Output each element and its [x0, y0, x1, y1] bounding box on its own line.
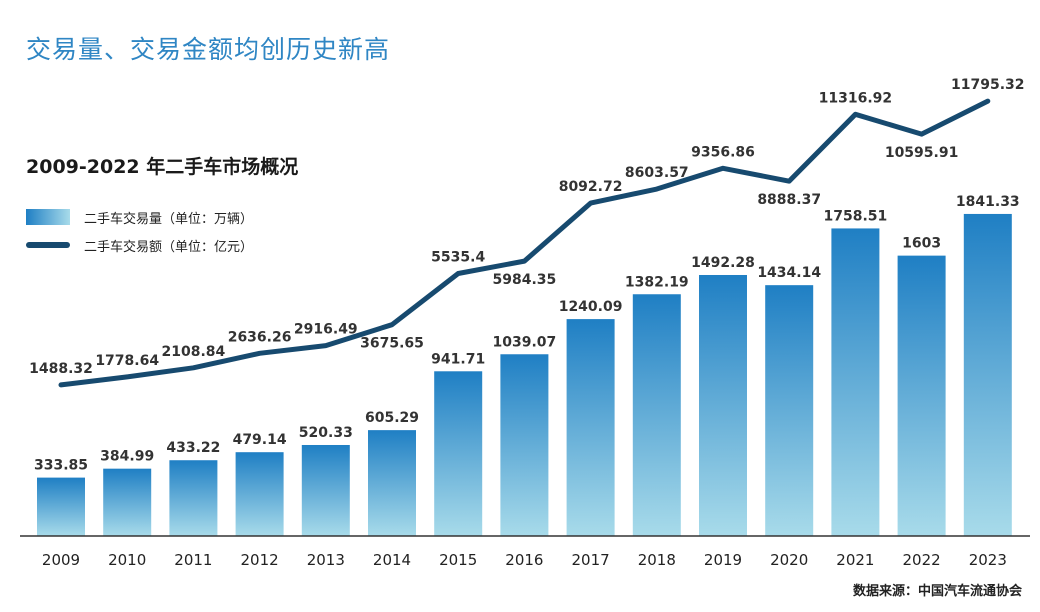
legend-item-volume: 二手车交易量（单位：万辆） — [26, 206, 253, 228]
amount-line — [58, 98, 991, 388]
x-tick-2021: 2021 — [836, 551, 874, 569]
bar-label-2019: 1492.28 — [691, 255, 755, 271]
line-label-2018: 8603.57 — [625, 165, 689, 181]
bar-label-2020: 1434.14 — [757, 265, 821, 281]
bar-label-2013: 520.33 — [299, 425, 353, 441]
bar-2013 — [301, 444, 350, 536]
x-tick-2017: 2017 — [572, 551, 610, 569]
line-label-2016: 5984.35 — [493, 272, 557, 288]
legend-swatch-line — [26, 242, 70, 248]
x-tick-2016: 2016 — [505, 551, 543, 569]
line-label-2013: 2916.49 — [294, 322, 358, 338]
x-tick-2015: 2015 — [439, 551, 477, 569]
bar-2015 — [434, 371, 483, 536]
bar-label-2011: 433.22 — [166, 440, 220, 456]
bar-label-2012: 479.14 — [233, 432, 287, 448]
line-label-2023: 11795.32 — [951, 77, 1025, 93]
bar-label-2017: 1240.09 — [559, 299, 623, 315]
bar-label-2021: 1758.51 — [824, 208, 888, 224]
bar-2021 — [831, 228, 880, 536]
bar-2023 — [963, 213, 1012, 537]
bar-2009 — [37, 477, 85, 536]
source-note: 数据来源：中国汽车流通协会 — [852, 584, 1022, 599]
line-label-2019: 9356.86 — [691, 144, 755, 160]
x-tick-2010: 2010 — [108, 551, 146, 569]
x-tick-2009: 2009 — [42, 551, 80, 569]
legend-label-amount: 二手车交易额（单位：亿元） — [84, 239, 254, 255]
bar-2017 — [566, 319, 615, 536]
legend: 二手车交易量（单位：万辆） 二手车交易额（单位：亿元） — [26, 206, 253, 262]
x-tick-2022: 2022 — [903, 551, 941, 569]
x-tick-2013: 2013 — [307, 551, 345, 569]
x-tick-2018: 2018 — [638, 551, 676, 569]
bar-2020 — [765, 285, 814, 536]
bar-label-2023: 1841.33 — [956, 194, 1020, 210]
x-tick-2012: 2012 — [241, 551, 279, 569]
bar-label-2014: 605.29 — [365, 410, 419, 426]
line-label-2017: 8092.72 — [559, 179, 623, 195]
line-label-2022: 10595.91 — [885, 145, 959, 161]
headline: 交易量、交易金额均创历史新高 — [26, 35, 391, 64]
bar-label-2009: 333.85 — [34, 458, 88, 474]
line-label-2011: 2108.84 — [162, 344, 226, 360]
line-label-2012: 2636.26 — [228, 329, 292, 345]
x-tick-2019: 2019 — [704, 551, 742, 569]
line-label-2021: 11316.92 — [819, 90, 893, 106]
legend-swatch-bar — [26, 209, 70, 225]
bar-label-2015: 941.71 — [431, 351, 485, 367]
bar-label-2022: 1603 — [902, 236, 941, 252]
x-tick-2020: 2020 — [770, 551, 808, 569]
line-label-2009: 1488.32 — [29, 361, 93, 377]
chart-title: 2009-2022 年二手车市场概况 — [26, 156, 299, 178]
bar-2012 — [235, 452, 284, 536]
bar-2018 — [632, 294, 681, 536]
x-tick-2023: 2023 — [969, 551, 1007, 569]
bar-2010 — [103, 468, 152, 536]
legend-item-amount: 二手车交易额（单位：亿元） — [26, 234, 253, 256]
bar-2019 — [699, 274, 747, 536]
line-label-2020: 8888.37 — [757, 192, 821, 208]
legend-label-volume: 二手车交易量（单位：万辆） — [84, 211, 254, 227]
bar-label-2018: 1382.19 — [625, 274, 689, 290]
bar-2022 — [897, 255, 946, 537]
bar-2016 — [500, 354, 549, 536]
bar-2014 — [368, 430, 416, 536]
bar-label-2010: 384.99 — [100, 449, 154, 465]
bar-label-2016: 1039.07 — [493, 334, 557, 350]
line-label-2015: 5535.4 — [431, 249, 485, 265]
x-tick-2011: 2011 — [174, 551, 212, 569]
line-label-2014: 3675.65 — [360, 336, 424, 352]
bar-2011 — [169, 460, 218, 536]
line-label-2010: 1778.64 — [95, 353, 159, 369]
x-tick-2014: 2014 — [373, 551, 411, 569]
